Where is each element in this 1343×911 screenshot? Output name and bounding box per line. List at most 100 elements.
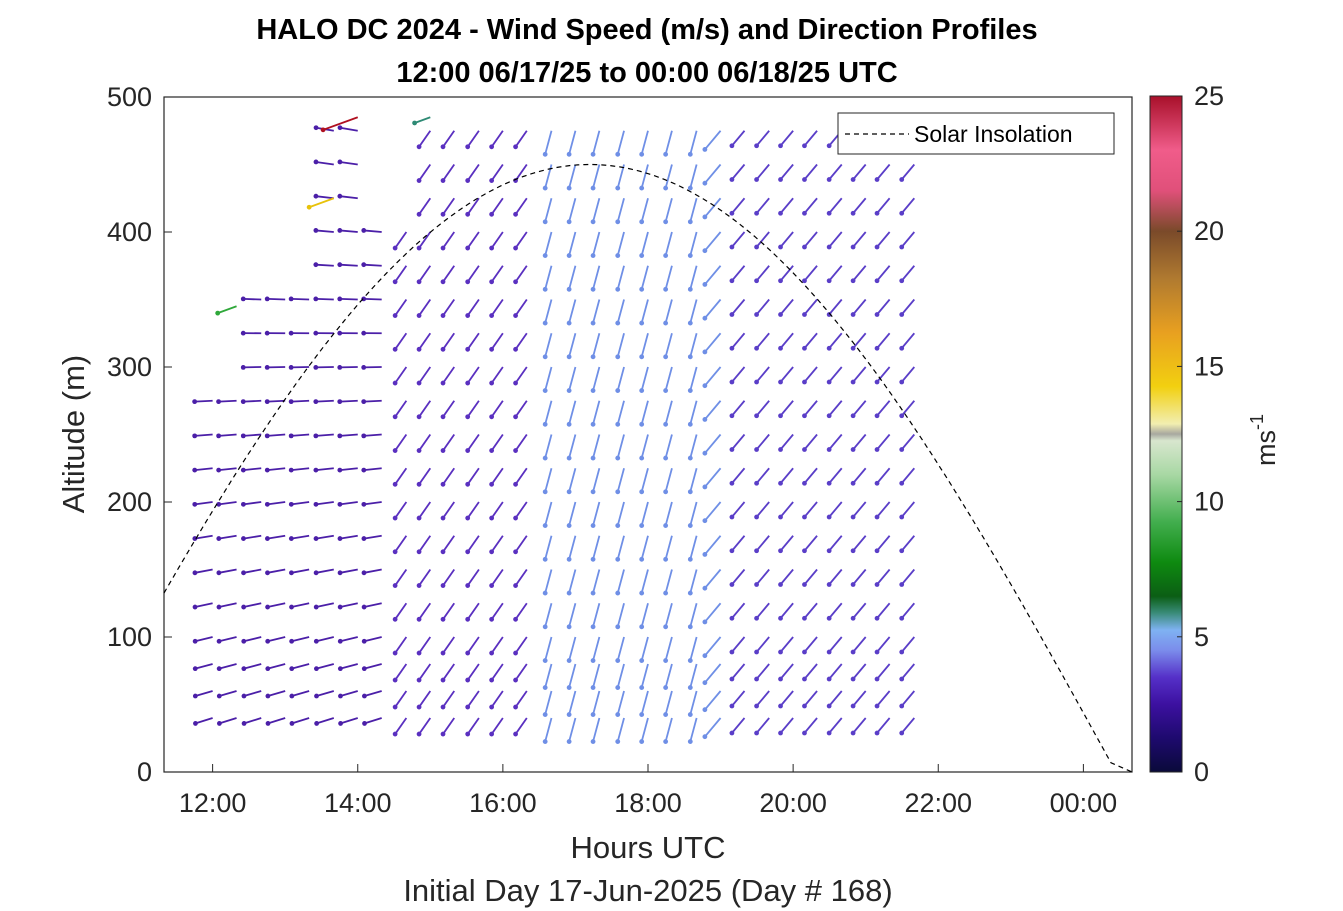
wind-barb-head (542, 523, 548, 528)
wind-barb-shaft (592, 231, 601, 256)
wind-barb-head (264, 467, 270, 473)
wind-barb-head (192, 433, 198, 439)
wind-barb-head (874, 177, 880, 182)
wind-barb-head (702, 518, 708, 524)
wind-barb-head (778, 649, 783, 655)
wind-barb-head (566, 286, 572, 292)
wind-barb-head (729, 278, 735, 284)
wind-barb-shaft (267, 467, 286, 472)
wind-barb-shaft (689, 569, 698, 594)
wind-barb-shaft (568, 690, 577, 715)
wind-barb-head (778, 177, 783, 182)
wind-barb-head (899, 447, 905, 452)
wind-barb-shaft (514, 663, 528, 681)
wind-barb-shaft (490, 231, 504, 249)
wind-barb-head (729, 703, 735, 709)
wind-barb-shaft (568, 299, 577, 324)
wind-barb-shaft (339, 229, 358, 233)
wind-barb-head (542, 489, 548, 495)
y-tick-label: 400 (107, 217, 152, 247)
wind-barb-head (590, 455, 596, 461)
wind-barb-head (542, 739, 548, 744)
wind-barb-head (416, 380, 422, 386)
wind-barb-head (566, 354, 572, 360)
wind-barb-head (313, 467, 319, 473)
wind-barb-head (241, 604, 247, 610)
wind-barb-shaft (803, 197, 818, 214)
wind-barb-head (687, 624, 693, 630)
wind-barb-head (590, 556, 596, 562)
wind-barb-shaft (704, 690, 722, 711)
wind-barb-head (729, 514, 735, 520)
wind-barb-head (615, 739, 621, 744)
wind-barb-head (639, 354, 645, 360)
wind-barb-head (489, 677, 495, 683)
wind-barb-head (513, 346, 518, 352)
wind-barb-head (489, 448, 495, 453)
wind-barb-head (361, 467, 367, 473)
wind-barb-head (216, 501, 222, 507)
wind-barb-shaft (194, 663, 213, 670)
wind-barb-shaft (616, 400, 625, 425)
wind-barb-head (826, 582, 832, 587)
wind-barb-head (337, 501, 343, 507)
wind-barb-shaft (514, 197, 528, 215)
wind-barb-head (240, 296, 246, 302)
wind-barb-shaft (194, 501, 213, 506)
wind-barb-shaft (731, 501, 746, 518)
wind-barb-shaft (755, 501, 770, 518)
wind-barb-head (489, 245, 495, 251)
wind-barb-shaft (731, 197, 746, 214)
wind-barb-shaft (779, 602, 794, 619)
wind-barb-shaft (828, 197, 843, 214)
wind-barb-shaft (755, 197, 770, 214)
wind-barb-shaft (568, 636, 577, 661)
wind-barb-shaft (828, 332, 843, 349)
wind-barb-head (542, 253, 548, 258)
wind-barb-shaft (803, 535, 818, 552)
wind-barb-shaft (243, 433, 262, 437)
wind-barb-shaft (852, 663, 867, 680)
wind-barb-shaft (466, 231, 480, 249)
wind-barb-shaft (755, 636, 770, 653)
wind-barb-head (465, 346, 471, 352)
wind-barb-head (826, 210, 832, 216)
wind-barb-shaft (339, 534, 358, 540)
wind-barb-shaft (664, 468, 673, 493)
x-axis-ticks: 12:00 14:00 16:00 18:00 20:00 22:00 00:00 (179, 764, 1117, 818)
wind-barb-shaft (852, 366, 867, 383)
wind-barb-shaft (616, 130, 625, 155)
wind-barb-head (542, 286, 548, 292)
wind-barb-shaft (689, 663, 698, 688)
wind-barb-shaft (640, 603, 649, 628)
wind-barb-head (416, 515, 422, 521)
wind-barb-shaft (418, 400, 432, 418)
wind-barb-head (874, 676, 880, 682)
wind-barb-shaft (704, 433, 722, 454)
wind-barb-shaft (640, 663, 649, 688)
wind-barb-head (850, 345, 856, 351)
wind-barb-head (729, 582, 735, 587)
wind-barb-head (702, 248, 708, 254)
wind-barb-head (615, 455, 621, 461)
wind-barb-head (754, 582, 759, 587)
wind-barb-shaft (755, 568, 770, 586)
wind-barb-head (192, 399, 198, 405)
wind-barb-head (566, 590, 572, 596)
wind-barb-head (264, 399, 270, 405)
wind-barb-head (826, 730, 832, 736)
wind-barb-shaft (616, 299, 625, 324)
y-axis-label: Altitude (m) (56, 355, 91, 513)
wind-barb-head (392, 549, 398, 555)
wind-barb-shaft (568, 501, 577, 526)
wind-barb-head (663, 354, 669, 360)
wind-barb-shaft (592, 198, 601, 223)
wind-barb-head (702, 282, 708, 287)
wind-barb-shaft (394, 690, 408, 708)
wind-barb-shaft (466, 130, 480, 148)
wind-barb-shaft (828, 231, 843, 248)
wind-barb-head (440, 414, 446, 420)
wind-barb-shaft (592, 468, 601, 493)
wind-barb-head (416, 616, 422, 622)
wind-barb-head (802, 649, 807, 655)
